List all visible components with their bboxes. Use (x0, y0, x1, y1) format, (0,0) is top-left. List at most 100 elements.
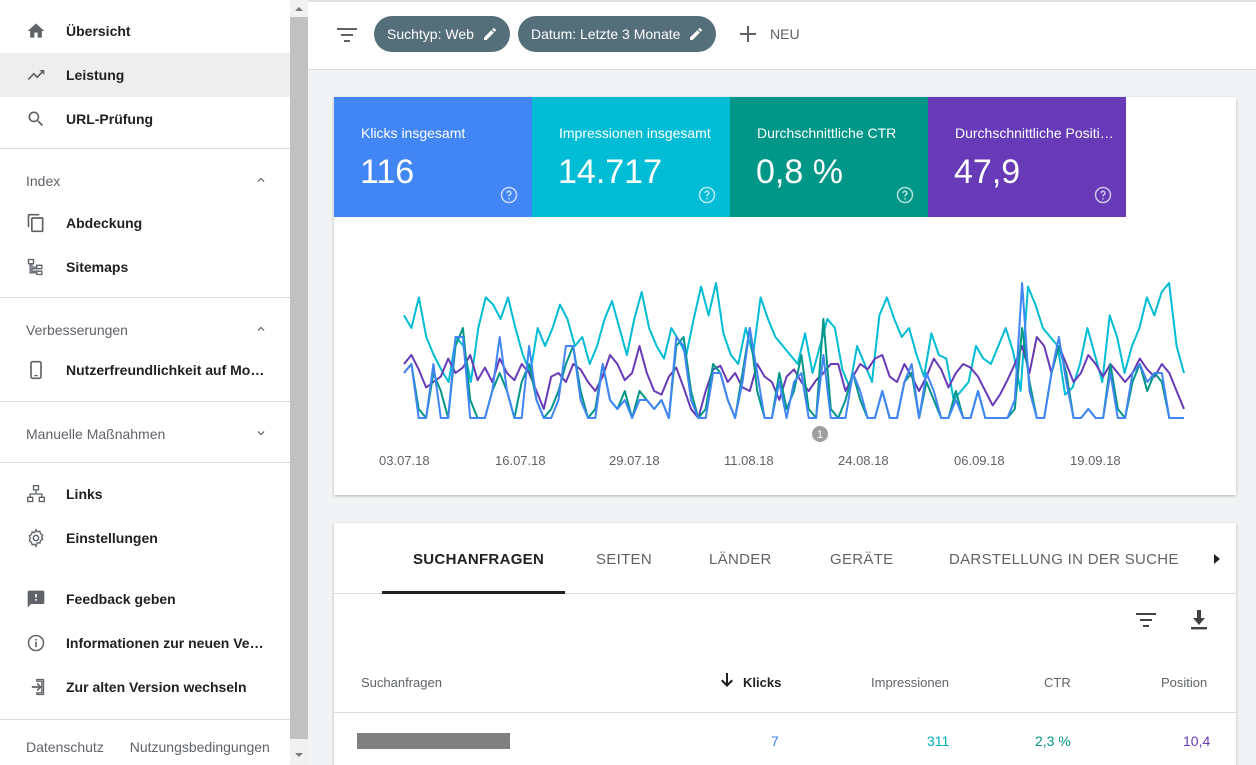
search-icon (28, 111, 44, 127)
sidebar-item-url-pruefung[interactable]: URL-Prüfung (0, 97, 290, 141)
sidebar-item-label: Informationen zur neuen Ver… (66, 635, 266, 651)
metric-label: Impressionen insgesamt (559, 125, 711, 141)
trending-up-icon (27, 70, 45, 80)
column-header-impressions[interactable]: Impressionen (871, 675, 950, 690)
chart-series-line-0 (403, 282, 1185, 401)
divider (0, 401, 290, 402)
sidebar-item-label: Nutzerfreundlichkeit auf Mo… (66, 362, 265, 378)
sidebar-item-old-version[interactable]: Zur alten Version wechseln (0, 665, 290, 709)
download-icon[interactable] (1189, 609, 1209, 631)
x-tick-label: 06.09.18 (954, 453, 1005, 468)
tab-geraete[interactable]: GERÄTE (830, 551, 894, 568)
metric-ctr[interactable]: Durchschnittliche CTR 0,8 % (730, 97, 928, 217)
sidebar-item-feedback[interactable]: Feedback geben (0, 577, 290, 621)
chart-annotation-marker[interactable]: 1 (812, 426, 828, 442)
tab-laender[interactable]: LÄNDER (709, 551, 772, 568)
tab-suchanfragen[interactable]: SUCHANFRAGEN (413, 551, 545, 568)
table-filter-icon[interactable] (1135, 611, 1157, 629)
sidebar-item-sitemaps[interactable]: Sitemaps (0, 245, 290, 289)
table-header-divider (334, 712, 1236, 713)
metric-clicks[interactable]: Klicks insgesamt 116 (334, 97, 532, 217)
sidebar-footer: Datenschutz Nutzungsbedingungen (26, 739, 290, 755)
sidebar-item-label: Leistung (66, 67, 125, 83)
performance-chart-card: Klicks insgesamt 116 Impressionen insges… (334, 97, 1236, 495)
chart-series-line-3 (403, 282, 1184, 419)
section-index-header[interactable]: Index (0, 149, 290, 201)
info-icon (27, 634, 45, 652)
gear-icon (28, 528, 44, 548)
section-title: Index (26, 173, 61, 189)
help-icon[interactable] (698, 186, 716, 204)
section-title: Verbesserungen (26, 322, 128, 338)
sidebar-item-label: Zur alten Version wechseln (66, 679, 247, 695)
copy-pages-icon (27, 213, 44, 233)
column-header-position[interactable]: Position (1161, 675, 1208, 690)
tab-seiten[interactable]: SEITEN (596, 551, 652, 568)
privacy-link[interactable]: Datenschutz (26, 739, 104, 755)
scrollbar-thumb[interactable] (290, 17, 308, 739)
column-header-ctr[interactable]: CTR (1044, 675, 1071, 690)
metric-impressions[interactable]: Impressionen insgesamt 14.717 (532, 97, 730, 217)
redacted-query-text (357, 733, 510, 749)
tabs-scroll-right-icon[interactable] (1212, 553, 1222, 565)
pencil-icon[interactable] (482, 26, 498, 42)
chevron-up-icon (257, 326, 265, 331)
section-title: Manuelle Maßnahmen (26, 426, 166, 442)
nav-top-group: Übersicht Leistung URL-Prüfung (0, 9, 290, 141)
sidebar-item-leistung[interactable]: Leistung (0, 53, 290, 97)
section-verbesserungen-header[interactable]: Verbesserungen (0, 298, 290, 348)
column-header-clicks[interactable]: Klicks (743, 675, 782, 690)
sidebar-item-info-new-version[interactable]: Informationen zur neuen Ver… (0, 621, 290, 665)
new-filter-button[interactable]: NEU (738, 24, 800, 44)
sidebar-item-mobile-usability[interactable]: Nutzerfreundlichkeit auf Mo… (0, 348, 290, 392)
metric-value: 116 (360, 153, 415, 191)
help-icon[interactable] (500, 186, 518, 204)
section-manuelle-massnahmen-header[interactable]: Manuelle Maßnahmen (0, 402, 290, 462)
metric-value: 14.717 (558, 153, 662, 191)
metric-label: Durchschnittliche CTR (757, 125, 897, 141)
sidebar-item-einstellungen[interactable]: Einstellungen (0, 516, 290, 560)
terms-link[interactable]: Nutzungsbedingungen (129, 739, 270, 755)
sidebar-item-abdeckung[interactable]: Abdeckung (0, 201, 290, 245)
sidebar-item-label: Feedback geben (66, 591, 176, 607)
annotation-circle[interactable] (812, 426, 828, 442)
performance-line-chart[interactable]: 03.07.18 16.07.18 29.07.18 11.08.18 24.08.18… (334, 217, 1236, 487)
sidebar-item-label: Einstellungen (66, 530, 158, 546)
filter-list-icon[interactable] (336, 26, 358, 44)
scroll-up-arrow-icon[interactable] (294, 4, 304, 14)
sidebar-item-uebersicht[interactable]: Übersicht (0, 9, 290, 53)
x-tick-label: 11.08.18 (724, 453, 774, 468)
chart-series-group (403, 282, 1185, 419)
help-icon[interactable] (896, 186, 914, 204)
network-icon (27, 485, 45, 503)
chart-x-axis: 03.07.18 16.07.18 29.07.18 11.08.18 24.08.18… (379, 453, 1121, 468)
sidebar-scrollbar[interactable] (290, 0, 308, 765)
chip-search-type[interactable]: Suchtyp: Web (374, 16, 510, 52)
home-icon (27, 23, 45, 38)
chip-label: Suchtyp: Web (387, 26, 474, 42)
smartphone-icon (30, 360, 42, 380)
active-tab-indicator (382, 591, 565, 594)
pencil-icon[interactable] (688, 26, 704, 42)
sidebar-item-links[interactable]: Links (0, 472, 290, 516)
filter-bar: Suchtyp: Web Datum: Letzte 3 Monate NEU (308, 0, 1256, 70)
sitemap-icon (27, 258, 43, 276)
x-tick-label: 03.07.18 (379, 453, 430, 468)
chevron-down-icon (257, 431, 265, 436)
x-tick-label: 16.07.18 (495, 453, 546, 468)
annotation-label: 1 (817, 429, 823, 441)
plus-icon (740, 26, 756, 42)
tab-darstellung[interactable]: DARSTELLUNG IN DER SUCHE (949, 551, 1179, 568)
sidebar-item-label: URL-Prüfung (66, 111, 154, 127)
metric-label: Durchschnittliche Positi… (955, 125, 1114, 141)
chip-date-range[interactable]: Datum: Letzte 3 Monate (518, 16, 717, 52)
cell-clicks: 7 (771, 733, 779, 749)
metric-position[interactable]: Durchschnittliche Positi… 47,9 (928, 97, 1126, 217)
help-icon[interactable] (1094, 186, 1112, 204)
sidebar-item-label: Links (66, 486, 103, 502)
sidebar: Übersicht Leistung URL-Prüfung Index Abd… (0, 0, 290, 765)
scroll-down-arrow-icon[interactable] (294, 750, 304, 760)
sort-arrow-down-icon[interactable] (720, 672, 734, 688)
cell-ctr: 2,3 % (1035, 733, 1071, 749)
column-header-query[interactable]: Suchanfragen (361, 675, 442, 690)
